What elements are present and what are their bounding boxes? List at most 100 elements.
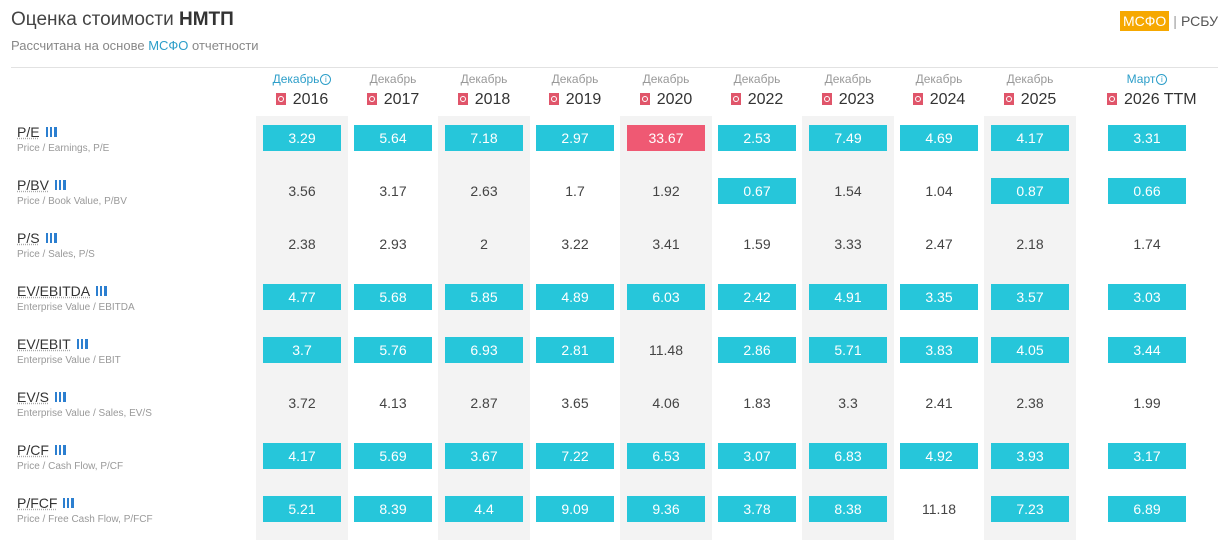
metric-code[interactable]: P/S — [17, 230, 95, 248]
metric-code[interactable]: P/FCF — [17, 495, 153, 513]
table-cell: 5.69 — [354, 443, 432, 469]
column-header: Декабрь 2023 — [808, 72, 888, 110]
table-cell: 5.21 — [263, 496, 341, 522]
bar-chart-icon[interactable] — [45, 233, 57, 243]
standard-msfo-button[interactable]: МСФО — [1119, 11, 1170, 31]
table-cell: 1.7 — [565, 183, 585, 199]
column-period-label: Декабрь — [642, 72, 690, 86]
info-icon[interactable]: i — [320, 74, 332, 85]
table-cell: 2.93 — [379, 236, 407, 252]
table-cell: 3.33 — [834, 236, 862, 252]
metric-description: Price / Earnings, P/E — [17, 143, 110, 154]
metric-description: Enterprise Value / EBITDA — [17, 302, 135, 313]
column-year-label: 2018 — [474, 91, 511, 108]
column-period: Декабрь — [626, 72, 706, 87]
bar-chart-icon[interactable] — [45, 127, 57, 137]
column-period: Декабрь — [990, 72, 1070, 87]
metric-description: Price / Free Cash Flow, P/FCF — [17, 514, 153, 525]
column-header: Декабрь 2025 — [990, 72, 1070, 110]
table-cell: 6.83 — [809, 443, 887, 469]
pdf-report-icon[interactable] — [548, 93, 559, 105]
metric-code-text[interactable]: P/FCF — [17, 495, 58, 511]
table-cell: 11.18 — [922, 501, 956, 517]
column-year: 2017 — [353, 90, 433, 110]
metric-code[interactable]: P/CF — [17, 442, 123, 460]
column-year: 2025 — [990, 90, 1070, 110]
table-cell: 5.71 — [809, 337, 887, 363]
table-cell: 4.17 — [263, 443, 341, 469]
table-cell: 7.23 — [991, 496, 1069, 522]
column-year-label: 2022 — [747, 91, 784, 108]
metric-code[interactable]: P/E — [17, 124, 109, 142]
column-band — [256, 116, 348, 540]
table-cell: 3.57 — [991, 284, 1069, 310]
pdf-report-icon[interactable] — [730, 93, 741, 105]
table-cell: 0.66 — [1108, 178, 1186, 204]
table-cell: 2.18 — [1016, 236, 1044, 252]
metric-code-text[interactable]: P/E — [17, 124, 40, 140]
pdf-report-icon[interactable] — [912, 93, 923, 105]
table-cell: 11.48 — [649, 342, 683, 358]
pdf-report-icon[interactable] — [1003, 93, 1014, 105]
metric-description: Price / Sales, P/S — [17, 249, 95, 260]
table-cell: 2.42 — [718, 284, 796, 310]
table-cell: 4.69 — [900, 125, 978, 151]
bar-chart-icon[interactable] — [54, 445, 66, 455]
column-period-label: Декабрь — [824, 72, 872, 86]
pdf-report-icon[interactable] — [275, 93, 286, 105]
column-period: Декабрь i — [262, 72, 342, 87]
metric-code-text[interactable]: EV/EBITDA — [17, 283, 91, 299]
table-cell: 3.35 — [900, 284, 978, 310]
metric-code-text[interactable]: P/BV — [17, 177, 49, 193]
column-period-label: Декабрь — [460, 72, 508, 86]
table-cell: 8.39 — [354, 496, 432, 522]
page-title: Оценка стоимости НМТП — [11, 9, 234, 31]
table-cell: 4.91 — [809, 284, 887, 310]
bar-chart-icon[interactable] — [96, 286, 108, 296]
info-icon[interactable]: i — [1156, 74, 1168, 85]
table-cell: 2.38 — [288, 236, 316, 252]
pdf-report-icon[interactable] — [366, 93, 377, 105]
column-year: 2018 — [444, 90, 524, 110]
table-cell: 5.85 — [445, 284, 523, 310]
pdf-report-icon[interactable] — [639, 93, 650, 105]
column-year-label: 2025 — [1020, 91, 1057, 108]
metric-code-text[interactable]: P/CF — [17, 442, 49, 458]
column-header: Март i 2026 TTM — [1107, 72, 1197, 110]
pdf-report-icon[interactable] — [821, 93, 832, 105]
table-cell: 3.41 — [652, 236, 680, 252]
table-cell: 3.65 — [561, 395, 589, 411]
page-subtitle: Рассчитана на основе МСФО отчетности — [11, 38, 259, 53]
table-cell: 3.78 — [718, 496, 796, 522]
metric-code-text[interactable]: EV/EBIT — [17, 336, 71, 352]
metric-code[interactable]: P/BV — [17, 177, 127, 195]
bar-chart-icon[interactable] — [54, 392, 66, 402]
table-cell: 4.92 — [900, 443, 978, 469]
column-header: Декабрь 2018 — [444, 72, 524, 110]
pdf-report-icon[interactable] — [457, 93, 468, 105]
metric-code-text[interactable]: P/S — [17, 230, 40, 246]
column-period: Декабрь — [444, 72, 524, 87]
pdf-report-icon[interactable] — [1107, 93, 1117, 105]
table-cell: 3.03 — [1108, 284, 1186, 310]
column-period-label: Декабрь — [272, 72, 320, 86]
metric-code[interactable]: EV/EBITDA — [17, 283, 135, 301]
table-cell: 3.44 — [1108, 337, 1186, 363]
column-year-label: 2024 — [929, 91, 966, 108]
metric-code-text[interactable]: EV/S — [17, 389, 49, 405]
table-cell: 3.29 — [263, 125, 341, 151]
column-header: Декабрь 2022 — [717, 72, 797, 110]
bar-chart-icon[interactable] — [76, 339, 88, 349]
bar-chart-icon[interactable] — [54, 180, 66, 190]
table-cell: 5.68 — [354, 284, 432, 310]
standard-rsbu-button[interactable]: РСБУ — [1180, 13, 1218, 29]
metric-code[interactable]: EV/S — [17, 389, 152, 407]
table-cell: 0.67 — [718, 178, 796, 204]
metric-code[interactable]: EV/EBIT — [17, 336, 121, 354]
table-cell: 2 — [480, 236, 488, 252]
table-cell: 1.59 — [743, 236, 771, 252]
bar-chart-icon[interactable] — [63, 498, 75, 508]
column-year-label: 2019 — [565, 91, 602, 108]
table-cell: 2.86 — [718, 337, 796, 363]
table-cell: 4.17 — [991, 125, 1069, 151]
